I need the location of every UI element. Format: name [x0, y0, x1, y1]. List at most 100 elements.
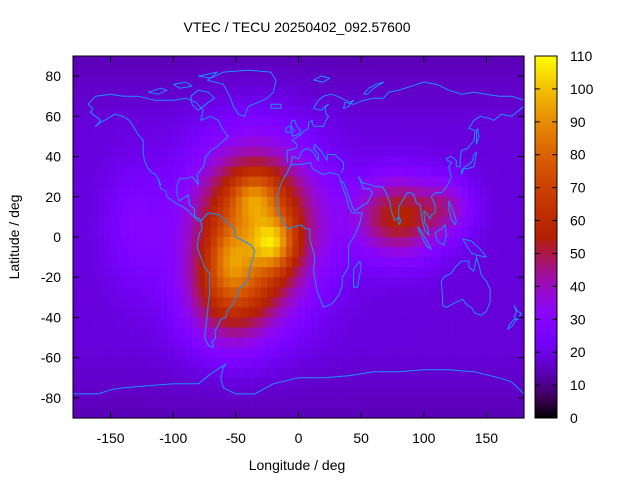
heatmap-cell: [73, 407, 80, 419]
heatmap-cell: [192, 196, 199, 208]
heatmap-cell: [273, 156, 281, 168]
heatmap-cell: [204, 216, 212, 228]
heatmap-cell: [129, 86, 137, 97]
heatmap-cell: [455, 136, 462, 148]
heatmap-cell: [417, 257, 425, 268]
heatmap-cell: [505, 166, 513, 178]
heatmap-cell: [129, 407, 137, 419]
heatmap-cell: [486, 156, 494, 168]
heatmap-cell: [160, 186, 168, 198]
heatmap-cell: [179, 307, 187, 319]
heatmap-cell: [248, 226, 256, 238]
heatmap-cell: [242, 347, 249, 359]
heatmap-cell: [229, 166, 237, 178]
heatmap-cell: [179, 216, 187, 228]
heatmap-cell: [98, 146, 105, 158]
heatmap-cell: [386, 407, 394, 419]
heatmap-cell: [148, 96, 156, 107]
heatmap-cell: [354, 206, 362, 218]
heatmap-cell: [91, 56, 99, 67]
heatmap-cell: [342, 156, 350, 168]
heatmap-cell: [323, 66, 331, 77]
heatmap-cell: [79, 357, 87, 369]
heatmap-cell: [110, 377, 118, 389]
heatmap-cell: [123, 297, 130, 308]
heatmap-cell: [436, 257, 444, 268]
heatmap-cell: [179, 287, 187, 298]
heatmap-cell: [123, 367, 130, 379]
heatmap-cell: [135, 166, 143, 178]
heatmap-cell: [160, 247, 168, 258]
heatmap-cell: [311, 397, 318, 409]
heatmap-cell: [204, 257, 212, 268]
heatmap-cell: [223, 347, 231, 359]
heatmap-cell: [455, 216, 462, 228]
heatmap-cell: [116, 397, 124, 409]
heatmap-cell: [242, 327, 249, 339]
heatmap-cell: [267, 186, 275, 198]
heatmap-cell: [185, 267, 193, 278]
heatmap-cell: [317, 327, 325, 339]
heatmap-cell: [511, 156, 519, 168]
heatmap-cell: [354, 377, 362, 389]
heatmap-cell: [148, 257, 156, 268]
heatmap-cell: [517, 327, 525, 339]
heatmap-cell: [517, 86, 525, 97]
heatmap-cell: [98, 247, 105, 258]
heatmap-cell: [166, 86, 174, 97]
heatmap-cell: [129, 206, 137, 218]
heatmap-cell: [110, 116, 118, 127]
coastline-north-america: [87, 93, 229, 222]
heatmap-cell: [480, 226, 488, 238]
coastline-svalbard: [313, 75, 331, 83]
heatmap-cell: [166, 287, 174, 298]
heatmap-cell: [91, 347, 99, 359]
colorbar-tick-label: 10: [570, 377, 586, 393]
heatmap-cell: [91, 136, 99, 148]
heatmap-cell: [505, 287, 513, 298]
heatmap-cell: [210, 247, 218, 258]
coastlines: [73, 69, 525, 395]
heatmap-cell: [260, 56, 268, 67]
heatmap-cell: [423, 86, 431, 97]
heatmap-cell: [311, 116, 318, 127]
heatmap-cell: [285, 337, 293, 349]
heatmap-cell: [311, 136, 318, 148]
heatmap-cell: [248, 76, 256, 87]
heatmap-cell: [104, 86, 112, 97]
heatmap-cell: [91, 237, 99, 248]
heatmap-cell: [448, 337, 456, 349]
heatmap-cell: [373, 407, 381, 419]
heatmap-cell: [185, 106, 193, 117]
heatmap-cell: [511, 257, 519, 268]
heatmap-cell: [336, 126, 343, 138]
heatmap-cell: [254, 237, 262, 248]
heatmap-cell: [229, 86, 237, 97]
heatmap-cell: [285, 146, 293, 158]
heatmap-cell: [473, 146, 481, 158]
heatmap-cell: [79, 257, 87, 268]
heatmap-cell: [423, 136, 431, 148]
heatmap-cell: [91, 257, 99, 268]
heatmap-cell: [141, 96, 149, 107]
heatmap-cell: [517, 216, 525, 228]
heatmap-cell: [373, 307, 381, 319]
heatmap-cell: [173, 297, 181, 308]
heatmap-cell: [436, 387, 444, 399]
heatmap-cell: [517, 106, 525, 117]
heatmap-cell: [436, 166, 444, 178]
heatmap-cell: [473, 257, 481, 268]
heatmap-cell: [185, 327, 193, 339]
heatmap-cell: [480, 176, 488, 188]
heatmap-cell: [480, 196, 488, 208]
heatmap-cell: [185, 136, 193, 148]
heatmap-cell: [242, 86, 249, 97]
heatmap-cell: [317, 267, 325, 278]
heatmap-cell: [110, 106, 118, 117]
heatmap-cell: [179, 407, 187, 419]
heatmap-cell: [342, 126, 350, 138]
heatmap-cell: [204, 367, 212, 379]
heatmap-cell: [192, 247, 199, 258]
heatmap-cell: [79, 196, 87, 208]
heatmap-cell: [116, 317, 124, 329]
